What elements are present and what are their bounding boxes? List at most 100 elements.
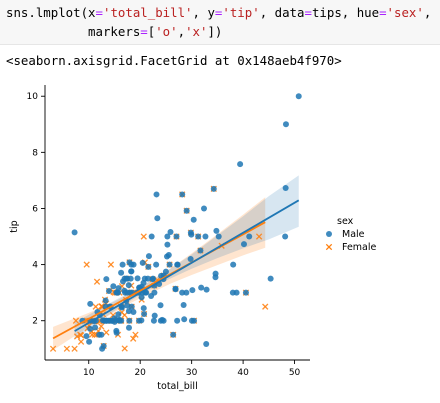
male-point xyxy=(103,276,110,283)
female-point-stroke xyxy=(109,311,117,319)
male-point xyxy=(162,268,169,275)
male-point xyxy=(203,341,210,348)
regression-lines xyxy=(52,199,300,340)
male-point xyxy=(151,312,158,319)
cell-output-repr: <seaborn.axisgrid.FacetGrid at 0x148aeb4… xyxy=(6,53,342,68)
female-point-stroke xyxy=(95,327,102,335)
male-point xyxy=(119,261,126,268)
male-point xyxy=(179,289,186,296)
male-point xyxy=(71,229,78,236)
female-point-stroke xyxy=(88,331,96,338)
y-tick-label: 4 xyxy=(32,261,38,271)
y-tick-label: 10 xyxy=(27,92,39,102)
male-point xyxy=(174,317,181,324)
legend-marker-male xyxy=(326,231,332,237)
female-point xyxy=(130,335,137,342)
female-point-stroke xyxy=(73,333,81,340)
male-point xyxy=(167,229,174,236)
legend-marker-stroke xyxy=(325,243,333,251)
male-point xyxy=(164,241,171,248)
male-point xyxy=(240,241,247,248)
legend-title: sex xyxy=(337,216,354,227)
male-point xyxy=(118,317,125,324)
male-point xyxy=(118,269,125,276)
male-point xyxy=(127,275,134,282)
female-point xyxy=(255,233,263,240)
legend-marker-female xyxy=(325,243,333,251)
male-point xyxy=(295,93,302,100)
male-point xyxy=(173,233,180,240)
male-point xyxy=(125,324,132,331)
female-point xyxy=(107,261,115,268)
male-point xyxy=(87,325,94,332)
x-axis-label: total_bill xyxy=(157,381,197,392)
male-point xyxy=(145,263,152,270)
male-point xyxy=(179,191,186,198)
male-point xyxy=(215,233,222,240)
male-point xyxy=(210,185,217,192)
male-point xyxy=(282,184,289,191)
male-point xyxy=(212,270,219,277)
male-point xyxy=(115,289,122,296)
male-point xyxy=(165,252,172,259)
female-point-stroke xyxy=(49,345,57,352)
female-point xyxy=(77,332,85,339)
male-point xyxy=(267,275,274,282)
female-point-stroke xyxy=(262,303,269,310)
male-point xyxy=(202,233,209,240)
male-point xyxy=(187,255,194,262)
code-cell-input[interactable]: sns.lmplot(x='total_bill', y='tip', data… xyxy=(0,0,440,45)
male-point xyxy=(151,289,158,296)
male-point xyxy=(164,233,171,240)
female-point xyxy=(132,331,139,338)
male-point xyxy=(126,317,133,324)
male-point xyxy=(125,308,132,315)
male-point xyxy=(139,259,146,266)
male-point xyxy=(138,317,145,324)
male-point xyxy=(140,305,147,312)
male-point xyxy=(125,282,132,289)
male-regression-line xyxy=(74,199,300,332)
male-point xyxy=(191,317,198,324)
male-point xyxy=(86,338,93,345)
female-point xyxy=(77,338,85,345)
y-tick-label: 6 xyxy=(32,204,38,214)
female-point xyxy=(49,345,57,352)
male-point xyxy=(188,231,195,238)
x-tick-label: 30 xyxy=(186,368,198,378)
male-point xyxy=(106,287,113,294)
male-point xyxy=(144,275,151,282)
male-point xyxy=(110,283,117,290)
female-point-stroke xyxy=(130,335,137,342)
female-point xyxy=(121,345,128,352)
male-point xyxy=(102,297,109,304)
male-point xyxy=(150,275,157,282)
male-point xyxy=(153,191,160,198)
male-point xyxy=(157,302,164,309)
male-point xyxy=(113,329,120,336)
male-points xyxy=(71,93,302,352)
male-point xyxy=(160,317,167,324)
male-point xyxy=(172,286,179,293)
female-regression-line xyxy=(52,221,266,340)
male-point xyxy=(153,261,160,268)
female-point-stroke xyxy=(255,233,263,240)
male-point xyxy=(181,316,188,323)
male-point xyxy=(195,233,202,240)
male-point xyxy=(166,261,173,268)
male-point xyxy=(134,275,141,282)
female-point-stroke xyxy=(103,329,110,336)
female-point xyxy=(71,345,78,352)
male-point xyxy=(128,303,135,310)
male-point xyxy=(183,289,190,296)
male-point xyxy=(190,216,197,223)
male-point xyxy=(83,333,90,340)
female-point xyxy=(92,303,99,310)
female-point xyxy=(121,311,128,319)
male-point xyxy=(230,261,237,268)
male-point xyxy=(233,289,240,296)
male-point xyxy=(282,121,289,128)
male-point xyxy=(180,302,187,308)
male-point xyxy=(118,304,125,311)
female-point xyxy=(140,233,147,240)
